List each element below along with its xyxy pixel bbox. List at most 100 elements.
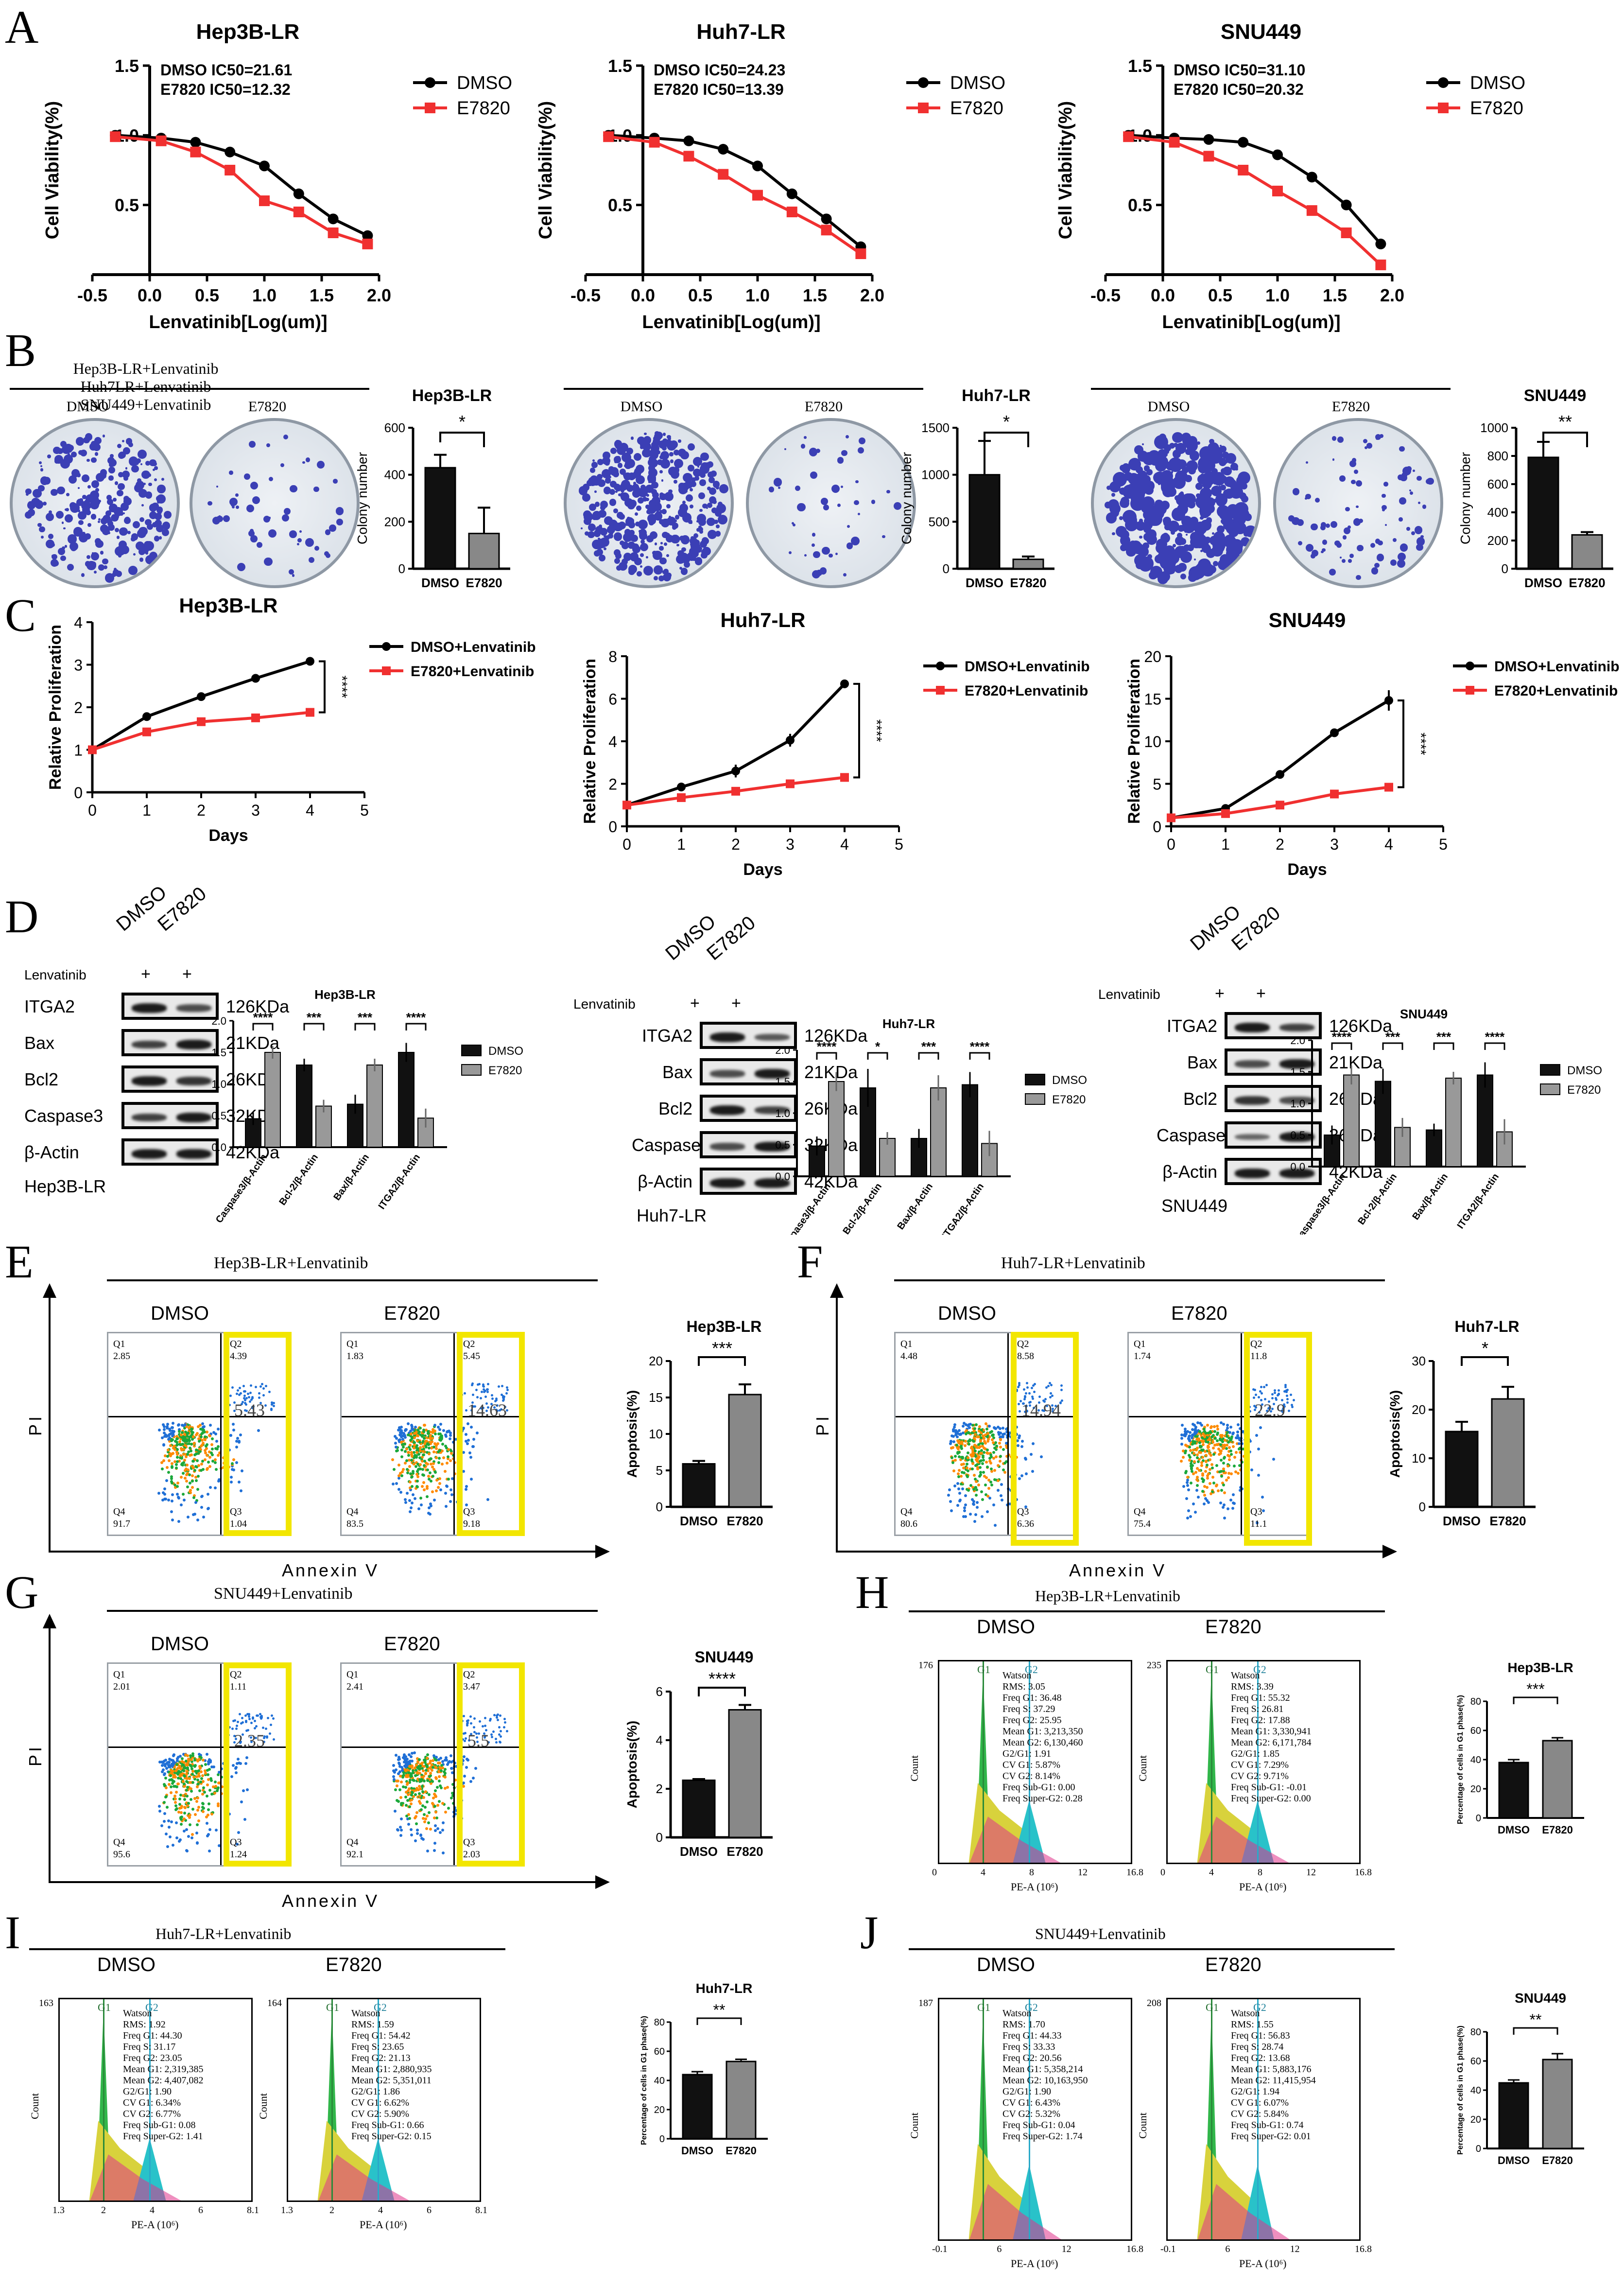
event-dot (422, 1453, 425, 1456)
event-dot (201, 1460, 204, 1463)
event-dot (1268, 1406, 1271, 1409)
event-dot (970, 1432, 973, 1434)
event-dot (1203, 1485, 1206, 1488)
event-dot (453, 1461, 456, 1464)
event-dot (408, 1817, 411, 1820)
bar (729, 1710, 761, 1838)
event-dot (446, 1431, 449, 1433)
event-dot (419, 1442, 422, 1445)
event-dot (444, 1433, 447, 1436)
sig-label: **** (817, 1039, 837, 1054)
event-dot (189, 1781, 191, 1784)
event-dot (1240, 1437, 1243, 1440)
event-dot (476, 1432, 479, 1434)
y-tick-label: 4 (608, 733, 617, 751)
event-dot (1006, 1436, 1009, 1439)
event-dot (974, 1454, 977, 1457)
event-dot (181, 1780, 184, 1783)
event-dot (224, 1792, 226, 1795)
event-dot (188, 1816, 191, 1819)
event-dot (247, 1729, 249, 1731)
flow-header: Hep3B-LR+Lenvatinib (214, 1254, 368, 1273)
event-dot (418, 1792, 421, 1795)
event-dot (168, 1771, 171, 1774)
event-dot (245, 1721, 247, 1723)
event-dot (466, 1422, 469, 1425)
y-tick-label: 0 (1153, 818, 1161, 836)
event-dot (423, 1820, 426, 1823)
event-dot (422, 1817, 425, 1820)
point-e7820 (328, 227, 339, 238)
legend-label: DMSO (1470, 73, 1525, 93)
event-dot (971, 1439, 974, 1442)
event-dot (1201, 1490, 1204, 1493)
event-dot (430, 1765, 433, 1768)
bar-e7820 (829, 1082, 844, 1176)
event-dot (976, 1463, 979, 1466)
y-tick-label: 0.0 (775, 1170, 790, 1183)
sig-label: *** (921, 1039, 936, 1054)
event-dot (1185, 1470, 1188, 1473)
event-dot (969, 1432, 972, 1435)
event-dot (471, 1401, 474, 1404)
event-dot (480, 1407, 483, 1410)
quadrant-value: 11.8 (1250, 1351, 1267, 1362)
event-dot (249, 1392, 252, 1394)
event-dot (444, 1787, 447, 1790)
event-dot (441, 1802, 444, 1805)
event-dot (202, 1780, 205, 1783)
event-dot (176, 1452, 179, 1455)
event-dot (432, 1803, 435, 1806)
event-dot (215, 1440, 218, 1443)
y-axis-label: Relative Proliferation (46, 625, 65, 790)
event-dot (1293, 1399, 1295, 1401)
event-dot (406, 1783, 409, 1786)
event-dot (430, 1463, 432, 1466)
event-dot (193, 1797, 196, 1800)
event-dot (208, 1758, 211, 1761)
event-dot (168, 1758, 171, 1761)
event-dot (986, 1510, 989, 1513)
event-dot (406, 1768, 409, 1771)
event-dot (433, 1816, 436, 1819)
point-dmso (225, 147, 235, 157)
event-dot (1192, 1423, 1194, 1426)
event-dot (186, 1766, 189, 1769)
event-dot (410, 1440, 413, 1443)
x-tick-label: 1.0 (1265, 285, 1290, 305)
event-dot (434, 1471, 437, 1474)
event-dot (982, 1454, 985, 1457)
event-dot (179, 1794, 182, 1797)
event-dot (978, 1475, 981, 1478)
event-dot (999, 1438, 1002, 1441)
event-dot (201, 1806, 204, 1809)
event-dot (461, 1763, 464, 1766)
x-axis-label: Lenvatinib[Log(um)] (1162, 312, 1340, 332)
event-dot (448, 1430, 450, 1432)
event-dot (1194, 1433, 1197, 1436)
event-dot (456, 1785, 459, 1788)
highlight-box (457, 1332, 525, 1536)
quadrant-value: 1.04 (230, 1519, 247, 1530)
event-dot (438, 1477, 441, 1480)
event-dot (422, 1769, 425, 1772)
event-dot (187, 1469, 190, 1472)
event-dot (1192, 1502, 1195, 1505)
event-dot (184, 1766, 187, 1769)
event-dot (243, 1818, 246, 1821)
event-dot (453, 1806, 456, 1809)
event-dot (1223, 1456, 1226, 1459)
event-dot (175, 1763, 178, 1766)
event-dot (434, 1811, 437, 1814)
x-tick-label: -0.5 (77, 285, 107, 305)
event-dot (444, 1445, 447, 1448)
event-dot (963, 1509, 966, 1512)
event-dot (1191, 1451, 1194, 1454)
event-dot (415, 1449, 418, 1452)
event-dot (504, 1721, 506, 1724)
x-tick-label: 4 (981, 1867, 985, 1878)
event-dot (437, 1486, 440, 1489)
event-dot (187, 1438, 190, 1441)
x-tick-label: 2 (197, 802, 206, 819)
event-dot (449, 1459, 452, 1462)
